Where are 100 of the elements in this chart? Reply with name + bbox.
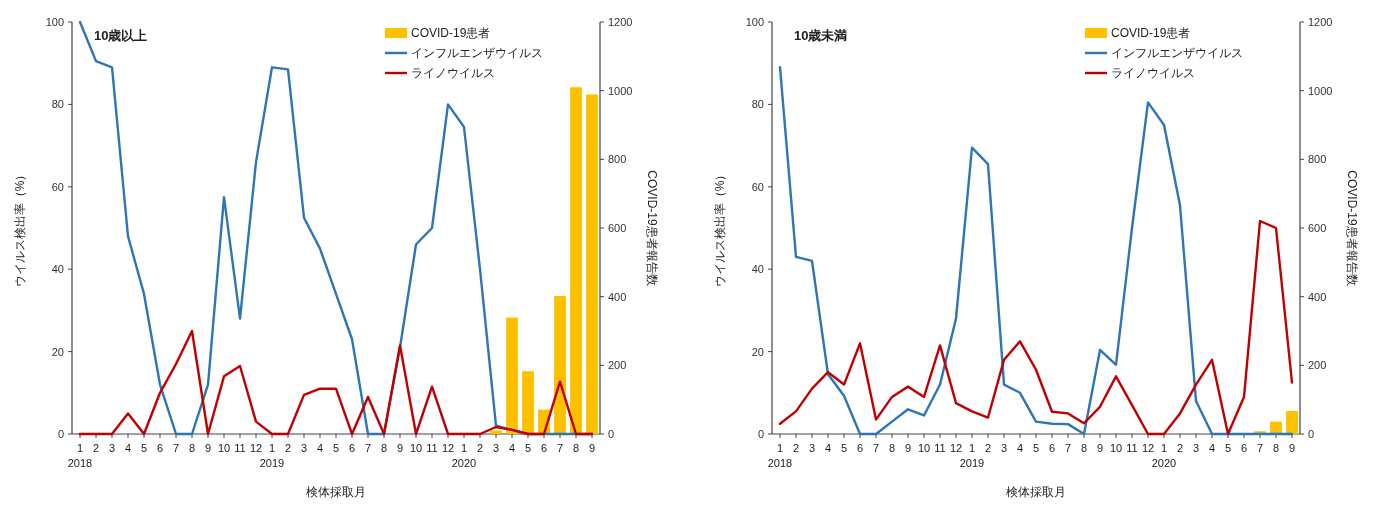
y-tick-label: 80	[51, 98, 64, 111]
x-tick-label: 6	[1240, 442, 1248, 454]
x-tick-label: 9	[588, 442, 596, 454]
y2-tick-label: 0	[608, 428, 615, 440]
x-axis-title: 検体採取月	[1006, 485, 1066, 499]
y-axis-title: ウイルス検出率（%）	[13, 168, 27, 288]
y-tick-label: 40	[51, 263, 64, 276]
text: 10歳以上	[94, 28, 148, 43]
x-tick-label: 11	[1126, 442, 1138, 454]
x-tick-label: 10	[917, 442, 931, 454]
x-tick-label: 3	[300, 442, 308, 454]
y-tick-label: 60	[51, 180, 64, 193]
x-tick-label: 12	[949, 442, 963, 454]
x-tick-label: 6	[348, 442, 356, 454]
y-tick-label: 20	[51, 345, 64, 358]
y-tick-label: 60	[751, 180, 764, 193]
y-tick-label: 20	[751, 345, 764, 358]
x-tick-label: 10	[1109, 442, 1123, 454]
y-axis-title: ウイルス検出率（%）	[713, 168, 727, 288]
y2-tick-label: 1000	[1308, 84, 1333, 97]
y2-tick-label: 600	[608, 222, 627, 234]
y2-tick-label: 1200	[608, 16, 633, 28]
x-tick-label: 11	[426, 442, 438, 454]
x-tick-label: 6	[540, 442, 548, 454]
x-tick-label: 4	[1016, 442, 1024, 454]
x-tick-label: 4	[1208, 442, 1216, 454]
y2-axis-title: COVID-19患者報告数	[645, 170, 659, 286]
x-tick-label: 5	[840, 442, 848, 454]
x-tick-label: 7	[1256, 442, 1264, 454]
x-tick-label: 9	[1288, 442, 1296, 454]
legend-label: インフルエンザウイルス	[1111, 46, 1243, 60]
x-tick-label: 9	[1096, 442, 1104, 454]
text: 10歳未満	[794, 28, 848, 43]
x-tick-label: 2	[792, 442, 800, 454]
legend-label: ライノウイルス	[411, 66, 495, 80]
y-tick-label: 100	[745, 16, 764, 28]
x-tick-label: 2	[284, 442, 292, 454]
x-tick-label: 10	[409, 442, 423, 454]
x-tick-label: 10	[217, 442, 231, 454]
x-tick-label: 7	[1064, 442, 1072, 454]
x-tick-label: 3	[492, 442, 500, 454]
y-tick-label: 40	[751, 263, 764, 276]
bar	[554, 295, 566, 434]
x-tick-label: 2	[1176, 442, 1184, 454]
y2-tick-label: 400	[608, 290, 627, 303]
x-tick-label: 3	[1000, 442, 1008, 454]
x-tick-label: 2	[984, 442, 992, 454]
x-tick-label: 1 2018	[67, 442, 93, 469]
y-tick-label: 80	[751, 98, 764, 111]
x-tick-label: 6	[156, 442, 164, 454]
y2-tick-label: 200	[608, 359, 627, 372]
y2-axis-title: COVID-19患者報告数	[1345, 170, 1359, 286]
line-series	[78, 329, 594, 436]
y-tick-label: 100	[45, 16, 64, 28]
x-tick-label: 4	[124, 442, 132, 454]
legend-label: ライノウイルス	[1111, 66, 1195, 80]
y2-tick-label: 600	[1308, 222, 1327, 234]
x-tick-label: 5	[332, 442, 340, 454]
x-tick-label: 7	[872, 442, 880, 454]
x-tick-label: 9	[204, 442, 212, 454]
x-tick-label: 7	[556, 442, 564, 454]
legend-label: COVID-19患者	[411, 26, 491, 40]
y2-tick-label: 800	[608, 153, 627, 166]
y2-tick-label: 800	[1308, 153, 1327, 166]
bar	[522, 371, 534, 434]
x-tick-label: 3	[808, 442, 816, 454]
x-tick-label: 3	[1192, 442, 1200, 454]
x-tick-label: 4	[316, 442, 324, 454]
bar	[506, 317, 518, 434]
x-tick-label: 12	[441, 442, 455, 454]
x-tick-label: 8	[1080, 442, 1088, 454]
x-tick-label: 11	[234, 442, 246, 454]
y2-tick-label: 1200	[1308, 16, 1333, 28]
x-tick-label: 1 2018	[767, 442, 793, 469]
x-tick-label: 6	[856, 442, 864, 454]
x-tick-label: 2	[92, 442, 100, 454]
x-tick-label: 2	[476, 442, 484, 454]
y-tick-label: 0	[757, 428, 764, 440]
x-tick-label: 4	[508, 442, 516, 454]
x-tick-label: 3	[108, 442, 116, 454]
x-tick-label: 5	[524, 442, 532, 454]
x-tick-label: 7	[364, 442, 372, 454]
legend-label: インフルエンザウイルス	[411, 46, 543, 60]
bar	[570, 87, 582, 434]
x-tick-label: 5	[1032, 442, 1040, 454]
line-series	[778, 66, 1294, 436]
legend-label: COVID-19患者	[1111, 26, 1191, 40]
x-tick-label: 8	[380, 442, 388, 454]
x-tick-label: 12	[249, 442, 263, 454]
x-tick-label: 12	[1141, 442, 1155, 454]
x-axis-title: 検体採取月	[306, 485, 366, 499]
x-tick-label: 8	[1272, 442, 1280, 454]
y2-tick-label: 0	[1308, 428, 1315, 440]
x-tick-label: 5	[140, 442, 148, 454]
y2-tick-label: 200	[1308, 359, 1327, 372]
x-tick-label: 7	[172, 442, 180, 454]
x-tick-label: 8	[888, 442, 896, 454]
x-tick-label: 9	[904, 442, 912, 454]
x-tick-label: 5	[1224, 442, 1232, 454]
bar	[586, 94, 598, 434]
